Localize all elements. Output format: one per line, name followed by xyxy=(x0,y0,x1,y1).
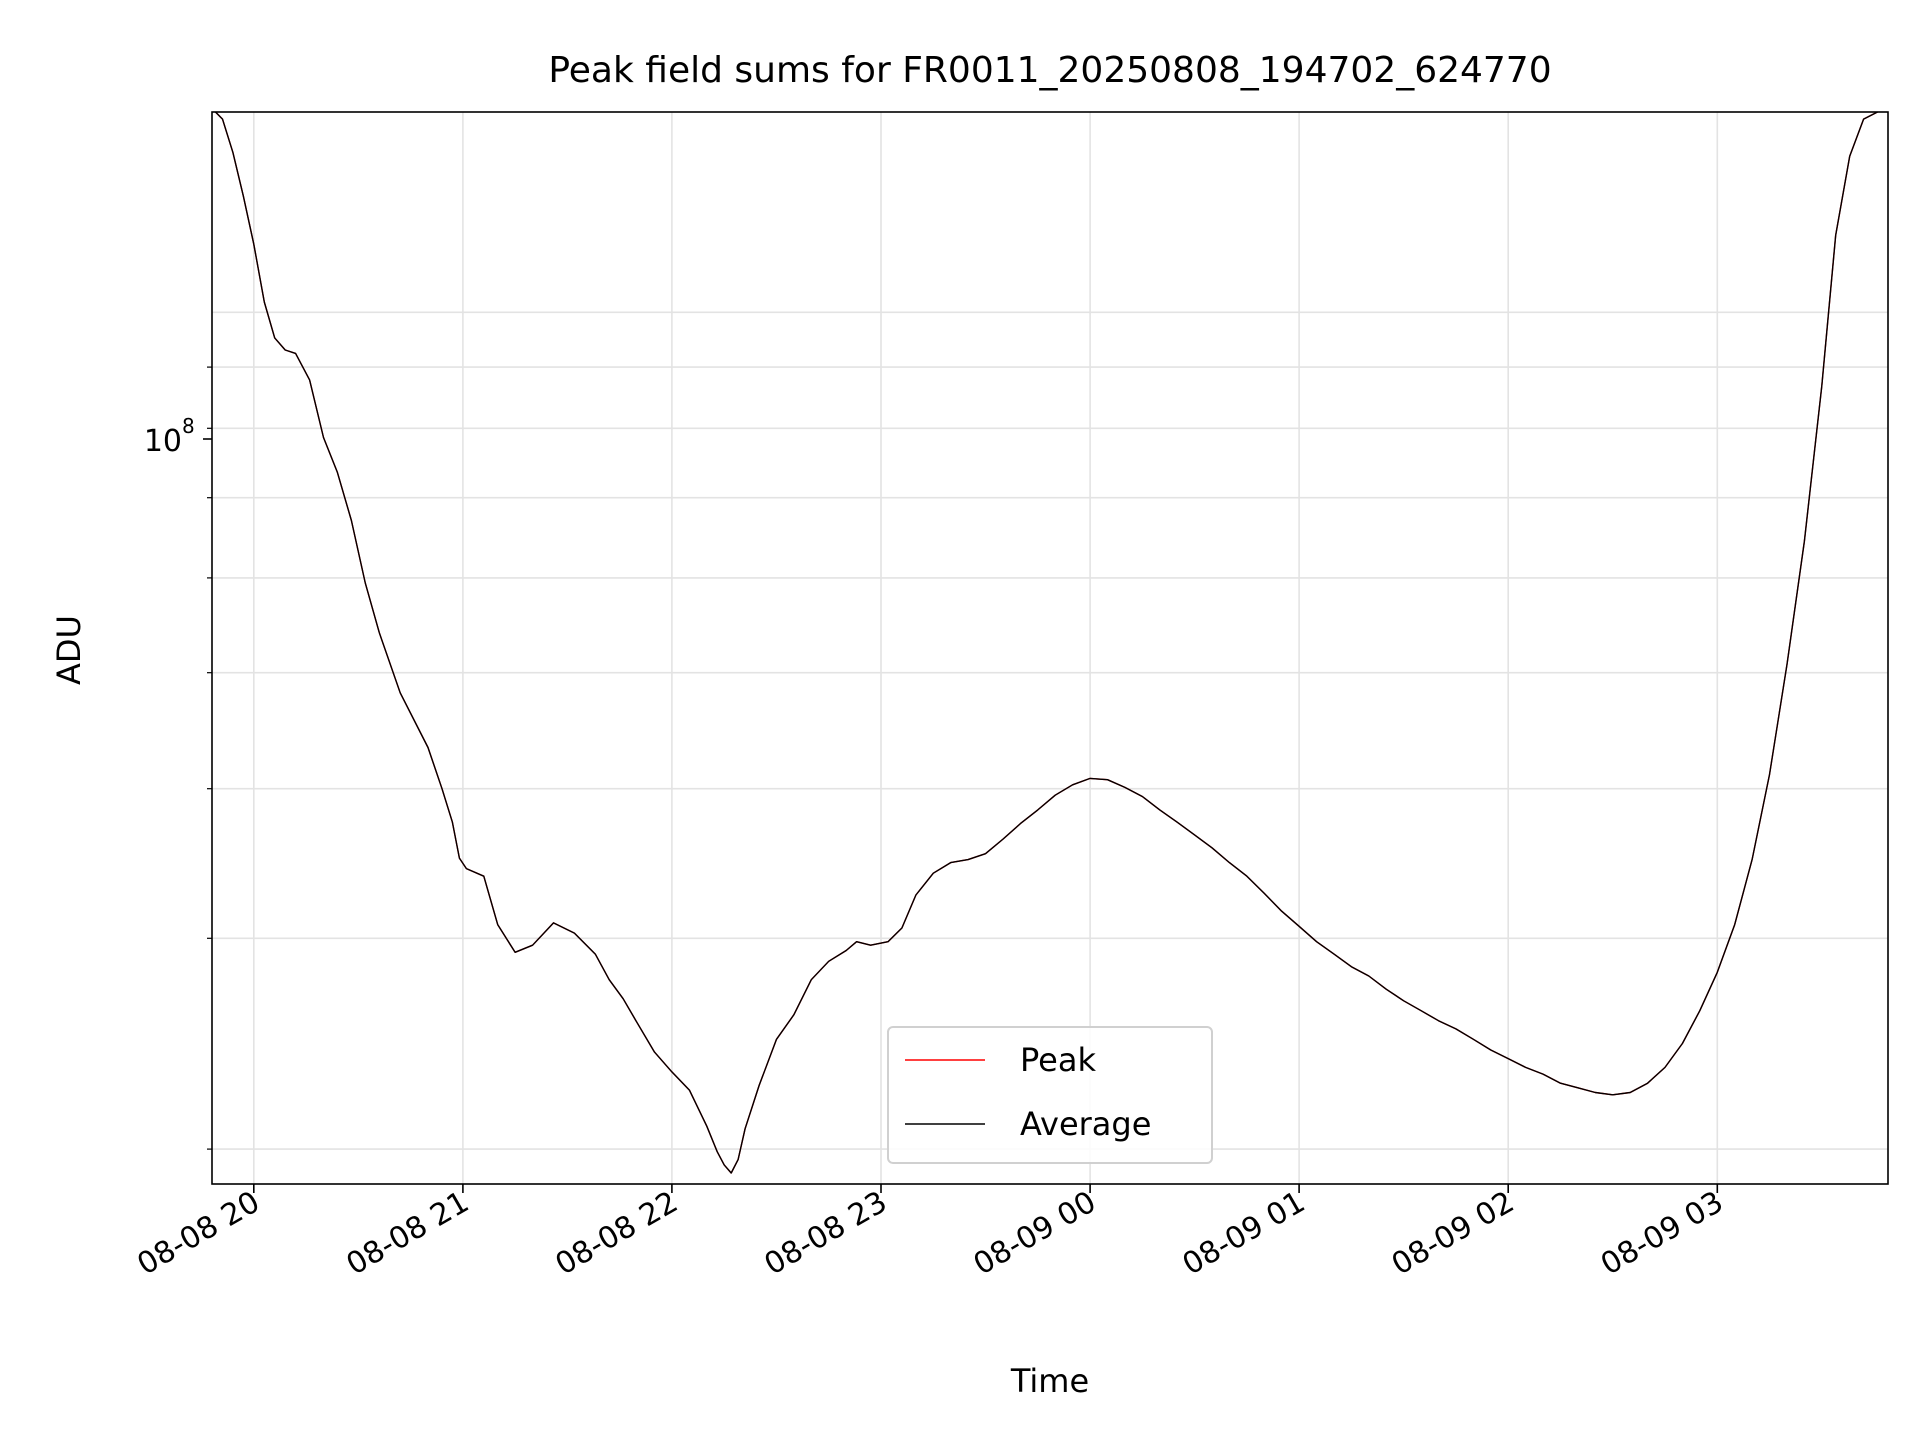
x-axis-label: Time xyxy=(1010,1362,1089,1400)
legend-label-peak: Peak xyxy=(1020,1041,1096,1079)
y-axis-label: ADU xyxy=(50,615,88,685)
series-layer xyxy=(215,111,1878,1174)
plot-frame xyxy=(211,111,1889,1185)
grid xyxy=(212,112,1888,1184)
y-tick-exponent: 8 xyxy=(182,414,195,438)
series-line-average xyxy=(215,111,1878,1174)
legend-box xyxy=(887,1026,1213,1164)
chart-title: Peak field sums for FR0011_20250808_1947… xyxy=(548,50,1551,91)
legend: Peak Average xyxy=(887,1026,1213,1164)
y-tick-label: 10 xyxy=(144,424,182,459)
y-axis: 10 8 xyxy=(144,366,212,1150)
legend-label-average: Average xyxy=(1020,1105,1151,1143)
